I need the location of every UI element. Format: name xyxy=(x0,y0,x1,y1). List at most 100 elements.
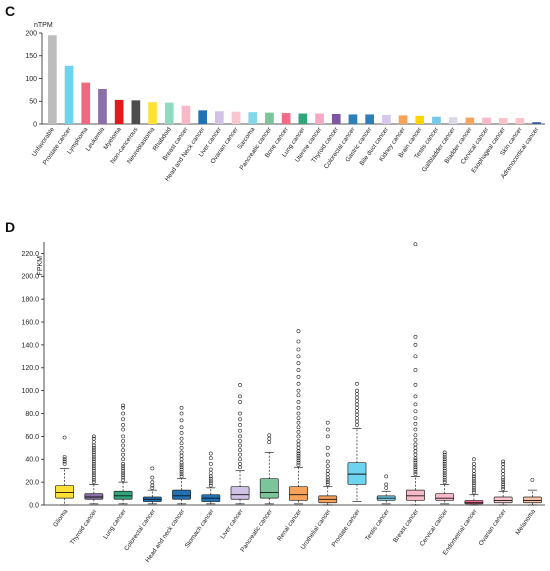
panel-d-outlier xyxy=(91,477,96,482)
panel-d-outlier xyxy=(121,468,125,473)
panel-d-outlier xyxy=(384,474,389,479)
panel-d-outlier xyxy=(442,480,447,485)
panel-d-box-plot: FPKM 0.0 20.0 40.0 60.0 80.0 100.0 120.0 140.0 1… xyxy=(21,242,545,564)
panel-d-outlier xyxy=(501,487,506,491)
panel-d-outlier xyxy=(355,388,359,393)
panel-d-outlier xyxy=(413,383,418,387)
panel-c-label: C xyxy=(5,3,15,19)
panel-d-outlier xyxy=(442,473,447,478)
panel-d-box xyxy=(493,459,513,506)
panel-c-bar xyxy=(482,117,491,124)
panel-d-outlier xyxy=(238,461,242,466)
panel-d-outlier xyxy=(238,452,242,457)
panel-d-outlier xyxy=(150,480,155,485)
panel-d-box-body xyxy=(289,486,308,501)
panel-d-box-body xyxy=(493,496,513,504)
panel-d-outlier xyxy=(179,405,184,410)
panel-d-outlier xyxy=(150,475,155,480)
panel-d-box xyxy=(201,451,221,505)
panel-d-y-tick-label: 120.0 xyxy=(21,365,39,372)
panel-d-y-tick-label: 40.0 xyxy=(25,457,39,464)
panel-d-outlier xyxy=(150,466,155,471)
panel-d-outlier xyxy=(413,335,418,339)
panel-d-outlier xyxy=(355,402,359,407)
panel-d-category-label: Colorectal cancer xyxy=(123,508,157,552)
panel-d-outlier xyxy=(238,411,242,416)
panel-d-outlier xyxy=(325,445,330,450)
panel-d-outlier xyxy=(179,457,184,462)
panel-c-bar xyxy=(164,102,174,124)
panel-d-outlier xyxy=(91,466,96,471)
panel-d-outlier xyxy=(179,418,184,423)
panel-d-outlier xyxy=(91,464,96,469)
panel-d-outlier xyxy=(501,465,506,470)
panel-c-bar xyxy=(298,113,308,124)
panel-d-outlier xyxy=(296,434,301,439)
panel-d-outlier xyxy=(325,420,330,425)
panel-d-outlier xyxy=(501,468,506,473)
panel-d-box xyxy=(55,435,75,506)
panel-d-outlier xyxy=(91,434,96,439)
panel-d-outlier xyxy=(355,419,359,424)
panel-d-outlier xyxy=(179,453,184,458)
panel-d-y-tick-label: 20.0 xyxy=(25,480,39,487)
panel-c-bar xyxy=(415,115,425,124)
panel-d-outlier xyxy=(472,476,476,481)
panel-d-y-tick-label: 60.0 xyxy=(25,434,39,441)
panel-d-outlier xyxy=(238,465,242,470)
panel-d-outlier xyxy=(530,477,535,482)
panel-d-y-axis-label: FPKM xyxy=(37,256,44,276)
panel-d-outlier xyxy=(91,473,96,478)
panel-d-outlier xyxy=(413,409,418,414)
panel-d-outlier xyxy=(384,485,389,490)
panel-d-category-label: Testis cancer xyxy=(364,508,391,542)
panel-c-bar xyxy=(398,115,408,124)
panel-c-bar xyxy=(498,118,508,124)
panel-c-y-tick-label: 200 xyxy=(25,30,37,37)
panel-d-outlier xyxy=(121,417,125,422)
panel-d-outlier xyxy=(296,439,301,443)
panel-d-box-body xyxy=(113,490,133,500)
panel-d-outlier xyxy=(413,449,418,454)
panel-d-outlier xyxy=(121,473,125,478)
panel-d-box-body xyxy=(259,478,279,499)
panel-d-outlier xyxy=(179,474,184,479)
panel-d-outlier xyxy=(296,354,301,359)
panel-d-outlier xyxy=(413,433,418,438)
panel-d-outlier xyxy=(296,388,301,393)
panel-c-bar xyxy=(231,111,241,124)
panel-d-outlier xyxy=(355,405,359,410)
panel-c-bar xyxy=(64,65,74,124)
panel-d-outlier xyxy=(296,425,301,430)
panel-d-outlier xyxy=(238,383,242,387)
panel-d-outlier xyxy=(442,452,447,457)
panel-d-outlier xyxy=(384,482,389,487)
panel-d-outlier xyxy=(472,488,476,493)
panel-d-outlier xyxy=(472,457,476,462)
panel-d-outlier xyxy=(91,471,96,475)
panel-d-category-label: Cervical cancer xyxy=(419,508,450,548)
panel-d-outlier xyxy=(355,381,359,386)
panel-d-outlier xyxy=(179,445,184,450)
panel-c-bar xyxy=(365,114,374,124)
panel-d-outlier xyxy=(121,471,125,475)
panel-d-outlier xyxy=(91,440,96,445)
panel-d-outlier xyxy=(296,381,301,386)
panel-d-y-tick-label: 80.0 xyxy=(25,411,39,418)
panel-d-box xyxy=(318,420,338,506)
panel-d-outlier xyxy=(121,461,125,466)
panel-d-outlier xyxy=(325,427,330,432)
panel-d-outlier xyxy=(91,459,96,464)
panel-d-outlier xyxy=(121,464,125,469)
panel-d-outlier xyxy=(325,482,330,487)
panel-d-outlier xyxy=(238,428,242,433)
panel-d-outlier xyxy=(179,411,184,416)
panel-d-y-tick-label: 100.0 xyxy=(21,388,39,395)
panel-d-outlier xyxy=(325,434,330,439)
panel-d-outlier xyxy=(62,457,67,462)
panel-d-category-label: Renal cancer xyxy=(276,508,303,542)
panel-d-y-tick-label: 140.0 xyxy=(21,342,39,349)
panel-d-outlier xyxy=(91,480,96,485)
panel-d-outlier xyxy=(91,457,96,462)
